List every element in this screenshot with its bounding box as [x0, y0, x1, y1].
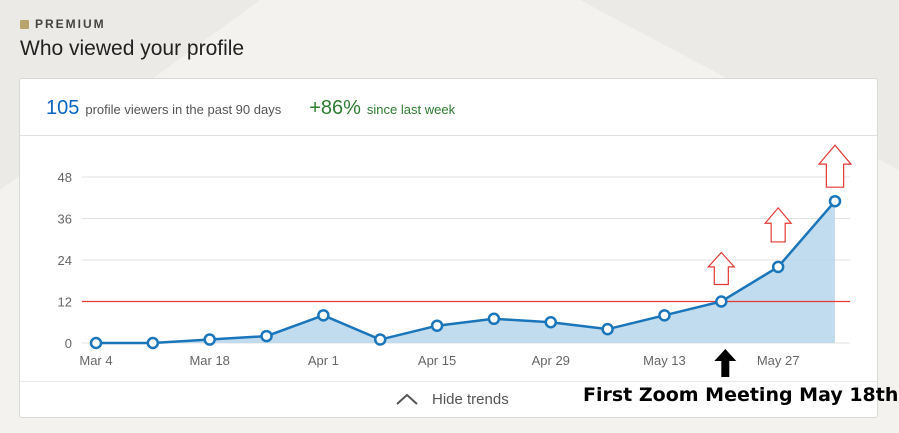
data-point: [487, 312, 501, 326]
x-tick-label: May 27: [757, 353, 800, 368]
premium-label: PREMIUM: [35, 17, 106, 31]
data-point: [658, 309, 671, 322]
change-text: since last week: [366, 102, 456, 117]
data-point: [601, 322, 614, 336]
data-point: [146, 336, 160, 350]
data-point: [260, 329, 273, 343]
y-tick-label: 48: [58, 170, 72, 185]
y-tick-label: 36: [58, 212, 72, 227]
pointer-arrow-icon: [714, 349, 737, 377]
y-tick-label: 0: [65, 336, 72, 351]
x-tick-label: Apr 1: [308, 353, 339, 368]
hide-trends-button[interactable]: Hide trends: [396, 385, 509, 413]
card-footer-divider: [20, 381, 877, 382]
premium-badge-icon: [20, 19, 29, 29]
data-point: [317, 309, 330, 322]
data-point: [89, 336, 103, 350]
y-tick-label: 12: [58, 295, 72, 310]
data-point: [771, 260, 785, 274]
x-tick-label: May 13: [643, 353, 686, 368]
up-arrow-icon: [706, 251, 736, 286]
stats-row: 105 profile viewers in the past 90 days …: [46, 97, 455, 120]
profile-views-chart: 0 12 24 36 48 Mar 4 Mar 18 Apr 1 Apr 15 Apr 29 May…: [58, 144, 853, 377]
annotation-caption: First Zoom Meeting May 18th: [583, 384, 899, 406]
premium-indicator: PREMIUM: [20, 17, 106, 31]
x-tick-label: Apr 29: [532, 353, 570, 368]
series-line: [96, 200, 836, 345]
data-point: [715, 295, 728, 308]
x-tick-label: Mar 4: [79, 353, 112, 368]
x-tick-label: Mar 18: [189, 353, 229, 368]
data-point: [544, 316, 558, 329]
page-title: Who viewed your profile: [20, 37, 245, 60]
data-point: [373, 333, 387, 346]
x-tick-label: Apr 15: [418, 353, 456, 368]
card-divider: [20, 135, 877, 136]
profile-viewers-card: 105 profile viewers in the past 90 days …: [19, 78, 878, 418]
hide-trends-label: Hide trends: [432, 390, 509, 408]
up-arrow-icon: [817, 144, 853, 188]
data-point: [203, 333, 216, 346]
up-arrow-icon: [763, 206, 793, 243]
data-point: [430, 319, 444, 332]
series-area: [96, 201, 835, 343]
chevron-up-icon: [396, 393, 418, 405]
change-percent: +86%: [309, 97, 361, 119]
viewers-text: profile viewers in the past 90 days: [85, 102, 282, 117]
data-point: [828, 194, 842, 208]
viewers-count: 105: [46, 97, 80, 119]
y-tick-label: 24: [58, 253, 72, 268]
